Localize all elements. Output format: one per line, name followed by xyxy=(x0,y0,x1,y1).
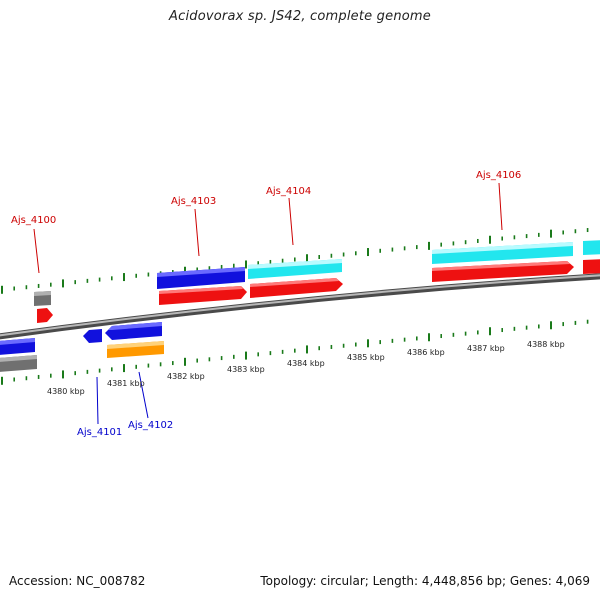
cds-feature-shade xyxy=(250,278,339,287)
genome-backbone xyxy=(0,273,600,340)
gene-label-ajs-4102[interactable]: Ajs_4102 xyxy=(128,420,173,431)
cds-feature-shade xyxy=(157,267,245,277)
axis-tick-label: 4386 kbp xyxy=(407,348,445,357)
axis-tick-label: 4380 kbp xyxy=(47,387,85,396)
axis-tick-label: 4387 kbp xyxy=(467,344,505,353)
cds-feature-shade xyxy=(34,291,51,296)
cds-feature-shade xyxy=(159,286,243,294)
cds-feature[interactable] xyxy=(583,240,600,255)
axis-tick-label: 4388 kbp xyxy=(527,340,565,349)
accession-label: Accession: NC_008782 xyxy=(9,574,146,588)
gene-label-ajs-4101[interactable]: Ajs_4101 xyxy=(77,427,122,438)
genome-backbone-highlight xyxy=(0,274,600,337)
gene-label-ajs-4100[interactable]: Ajs_4100 xyxy=(11,215,56,226)
axis-tick-label: 4382 kbp xyxy=(167,372,205,381)
axis-tick-label: 4385 kbp xyxy=(347,353,385,362)
cds-feature-shade xyxy=(432,261,570,271)
axis-tick-label: 4384 kbp xyxy=(287,359,325,368)
cds-feature-shade xyxy=(0,355,37,362)
label-connectors xyxy=(33,182,503,425)
forward-strand-features xyxy=(34,240,600,323)
map-title: Acidovorax sp. JS42, complete genome xyxy=(169,9,431,24)
cds-feature[interactable] xyxy=(83,329,102,343)
gene-label-ajs-4104[interactable]: Ajs_4104 xyxy=(266,186,311,197)
cds-feature-shade xyxy=(248,259,342,269)
reverse-strand-features xyxy=(0,322,164,372)
gene-label-ajs-4106[interactable]: Ajs_4106 xyxy=(476,170,521,181)
cds-feature-shade xyxy=(0,338,35,345)
cds-feature[interactable] xyxy=(583,259,600,274)
cds-feature-shade xyxy=(108,322,162,330)
cds-feature-shade xyxy=(432,242,573,254)
cds-feature-shade xyxy=(107,341,164,349)
axis-tick-label: 4383 kbp xyxy=(227,365,265,374)
axis-tick-label: 4381 kbp xyxy=(107,379,145,388)
gene-label-ajs-4103[interactable]: Ajs_4103 xyxy=(171,196,216,207)
topology-label: Topology: circular; Length: 4,448,856 bp… xyxy=(260,574,590,588)
lower-tick-ruler xyxy=(1,319,589,385)
cds-feature[interactable] xyxy=(37,308,53,323)
